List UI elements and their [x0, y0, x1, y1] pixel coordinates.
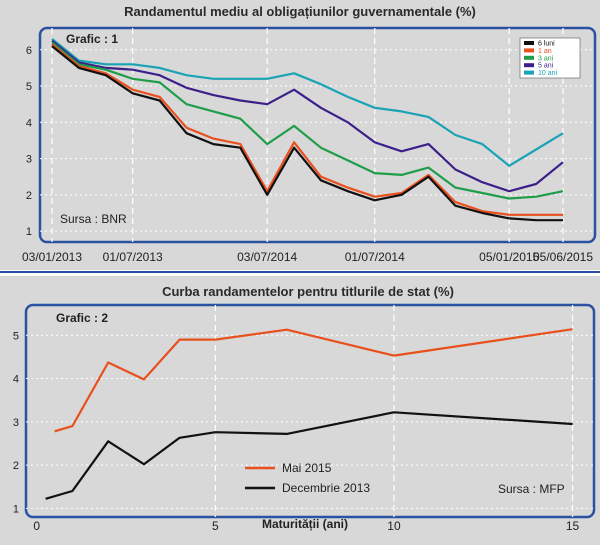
y-tick-label: 4 — [26, 117, 32, 129]
legend-label: 10 ani — [538, 70, 558, 77]
yield-chart-svg: Randamentul mediu al obligațiunilor guve… — [0, 0, 600, 270]
yield-curve-chart-svg: Curba randamentelor pentru titlurile de … — [0, 276, 600, 545]
source-label: Sursa : MFP — [498, 482, 565, 496]
y-tick-label: 6 — [26, 45, 32, 57]
x-tick-label: 05/06/2015 — [533, 250, 593, 264]
x-tick-label: 01/07/2013 — [103, 250, 163, 264]
x-tick-label: 03/07/2014 — [237, 250, 297, 264]
series-line-1-an — [51, 43, 563, 216]
y-tick-label: 1 — [13, 503, 19, 515]
y-tick-label: 3 — [13, 417, 19, 429]
legend-label: Decembrie 2013 — [282, 481, 370, 495]
series-line-3-ani — [51, 41, 564, 200]
x-tick-labels: 03/01/2013 01/07/2013 03/07/2014 01/07/2014… — [22, 250, 593, 264]
series-line-Mai-2015 — [54, 328, 573, 433]
source-label: Sursa : BNR — [60, 212, 127, 226]
chart-label: Grafic : 2 — [56, 311, 108, 325]
x-tick-label: 0 — [33, 519, 40, 533]
y-tick-labels: 1 2 3 4 5 — [13, 330, 19, 515]
series-line-6-luni — [51, 45, 563, 222]
y-tick-label: 5 — [26, 81, 32, 93]
yield-chart: Randamentul mediu al obligațiunilor guve… — [0, 0, 600, 270]
y-tick-label: 1 — [26, 226, 32, 238]
y-tick-label: 4 — [13, 374, 19, 386]
x-axis-label: Maturității (ani) — [262, 517, 348, 531]
x-tick-label: 03/01/2013 — [22, 250, 82, 264]
chart-title: Randamentul mediu al obligațiunilor guve… — [124, 4, 476, 19]
x-tick-label: 05/01/2015 — [479, 250, 539, 264]
legend-swatch — [524, 55, 534, 60]
y-tick-labels: 1 2 3 4 5 6 — [26, 45, 32, 238]
chart-title: Curba randamentelor pentru titlurile de … — [162, 284, 454, 299]
series-line-Decembrie-2013 — [45, 411, 573, 500]
yield-curve-chart: Curba randamentelor pentru titlurile de … — [0, 276, 600, 545]
y-tick-label: 2 — [26, 190, 32, 202]
x-tick-label: 10 — [387, 519, 401, 533]
series-line-5-ani — [51, 39, 564, 193]
series-lines — [45, 328, 573, 500]
legend-swatch — [524, 63, 534, 68]
series-line-10-ani — [51, 38, 564, 167]
panel-divider — [0, 271, 600, 273]
legend-swatch — [524, 70, 534, 75]
y-tick-label: 5 — [13, 330, 19, 342]
legend-swatch — [524, 48, 534, 53]
legend-label: 6 luni — [538, 41, 555, 48]
x-tick-label: 15 — [566, 519, 580, 533]
x-tick-labels: 0 5 10 15 — [33, 519, 579, 533]
plot-frame — [24, 303, 596, 519]
legend-label: Mai 2015 — [282, 461, 332, 475]
plot-frame — [38, 26, 597, 244]
x-tick-label: 5 — [212, 519, 219, 533]
legend-label: 1 an — [538, 48, 552, 55]
legend-swatch — [524, 41, 534, 45]
chart-label: Grafic : 1 — [66, 32, 118, 46]
x-tick-label: 01/07/2014 — [345, 250, 405, 264]
legend: Mai 2015 Decembrie 2013 — [245, 461, 370, 495]
y-tick-label: 3 — [26, 154, 32, 166]
y-tick-label: 2 — [13, 460, 19, 472]
legend-label: 5 ani — [538, 63, 554, 70]
legend-label: 3 ani — [538, 55, 554, 62]
series-lines — [51, 38, 564, 222]
